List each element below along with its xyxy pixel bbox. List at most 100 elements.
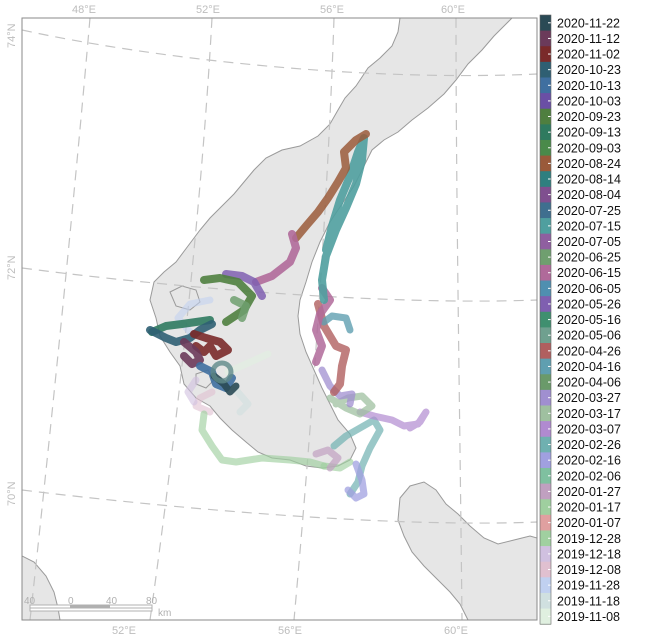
legend-date-label: 2020-08-04 (557, 188, 621, 202)
legend-color-swatch (540, 93, 551, 110)
legend-color-swatch (540, 46, 551, 63)
track-segment (292, 130, 370, 242)
scale-tick-label: 40 (106, 596, 118, 607)
legend-date-label: 2019-12-28 (557, 532, 621, 546)
track-segment (312, 446, 342, 472)
legend-date-label: 2020-08-24 (557, 157, 621, 171)
lat-left-label: 74°N (6, 23, 18, 48)
animal-tracks (146, 130, 430, 502)
legend-date-label: 2020-02-06 (557, 469, 621, 483)
legend-color-swatch (540, 358, 551, 375)
legend-color-swatch (540, 249, 551, 266)
legend-date-label: 2020-03-07 (557, 422, 621, 436)
lon-bottom-label: 60°E (444, 625, 468, 637)
track-segment (252, 230, 300, 286)
legend-color-swatch (540, 124, 551, 141)
track-segment (318, 366, 356, 408)
map-frame (21, 17, 538, 621)
legend-color-swatch (540, 155, 551, 172)
scale-bar: 40 0 40 80 km (24, 596, 171, 619)
mainland-southeast-land (397, 481, 537, 620)
legend-date-label: 2020-01-17 (557, 501, 621, 515)
legend-date-label: 2019-12-08 (557, 563, 621, 577)
lon-top-label: 60°E (441, 4, 465, 16)
scale-unit-label: km (158, 608, 171, 619)
legend-color-swatch (540, 218, 551, 235)
scale-tick-label: 80 (146, 596, 158, 607)
legend-date-label: 2019-12-18 (557, 547, 621, 561)
legend-date-label: 2019-11-18 (557, 594, 620, 608)
lon-bottom-label: 52°E (112, 625, 136, 637)
legend-color-swatch (540, 61, 551, 79)
legend-date-label: 2020-11-12 (557, 32, 620, 46)
legend-color-swatch (540, 15, 551, 32)
deployment-marker (210, 360, 234, 384)
track-segment (190, 330, 232, 360)
legend-date-label: 2020-08-14 (557, 173, 621, 187)
legend-date-label: 2020-06-25 (557, 251, 621, 265)
legend-color-swatch (540, 77, 551, 94)
legend-date-label: 2020-09-13 (557, 126, 621, 140)
legend-date-label: 2020-10-03 (557, 94, 621, 108)
legend-color-swatch (540, 139, 551, 157)
track-segment (184, 376, 200, 406)
track-segment (312, 284, 334, 366)
legend-date-label: 2020-05-16 (557, 313, 621, 327)
legend-date-label: 2020-01-07 (557, 516, 621, 530)
track-segment (148, 316, 214, 336)
legend-color-swatch (540, 608, 551, 625)
lon-bottom-label: 56°E (278, 625, 302, 637)
legend-date-label: 2019-11-28 (557, 579, 620, 593)
track-segment (198, 410, 328, 470)
lon-top-label: 56°E (320, 4, 344, 16)
legend-date-label: 2020-11-02 (557, 48, 620, 62)
land-masses (22, 18, 537, 620)
legend-color-swatch (540, 389, 551, 407)
legend-date-label: 2020-11-22 (557, 16, 620, 30)
track-segment (344, 460, 368, 502)
legend-color-swatch (540, 499, 551, 516)
track-segment (314, 300, 350, 396)
track-segment (320, 312, 354, 334)
legend-date-label: 2020-03-27 (557, 391, 621, 405)
legend-color-swatch (540, 171, 551, 188)
legend-color-swatch (540, 405, 551, 422)
legend-date-label: 2020-07-25 (557, 204, 621, 218)
legend-color-swatch (540, 108, 551, 125)
legend-date-label: 2020-07-15 (557, 219, 621, 233)
legend-date-label: 2020-05-26 (557, 297, 621, 311)
legend-color-swatch (540, 514, 551, 532)
legend-color-swatch (540, 546, 551, 563)
date-legend: 2020-11-22 2020-11-12 2020-11-022020-10-23… (539, 14, 621, 625)
legend-date-label: 2020-01-27 (557, 485, 621, 499)
legend-date-label: 2020-04-06 (557, 376, 621, 390)
legend-color-swatch (540, 233, 551, 250)
legend-color-swatch (540, 483, 551, 500)
legend-date-label: 2020-09-23 (557, 110, 621, 124)
legend-date-label: 2020-06-05 (557, 282, 621, 296)
track-segment (224, 350, 272, 376)
legend-date-label: 2020-04-26 (557, 344, 621, 358)
legend-date-label: 2020-07-05 (557, 235, 621, 249)
lon-top-label: 48°E (72, 4, 96, 16)
legend-date-label: 2020-02-16 (557, 454, 621, 468)
legend-color-swatch (540, 202, 551, 219)
graticule-labels: 48°E 52°E 56°E 60°E 52°E 56°E 60°E 74°N … (6, 4, 468, 637)
track-segment (318, 134, 368, 304)
legend-date-label: 2020-05-06 (557, 329, 621, 343)
track-segment (192, 388, 216, 416)
legend-color-swatch (540, 264, 551, 282)
legend-date-label: 2020-02-26 (557, 438, 621, 452)
legend-color-swatch (540, 561, 551, 578)
lat-left-label: 72°N (6, 255, 18, 280)
legend-color-swatch (540, 280, 551, 297)
track-segment (356, 408, 430, 432)
legend-date-label: 2020-10-23 (557, 63, 621, 77)
legend-color-swatch (540, 30, 551, 47)
legend-color-swatch (540, 311, 551, 328)
legend-color-swatch (540, 452, 551, 469)
scale-tick-label: 40 (24, 596, 36, 607)
legend-color-swatch (540, 530, 551, 547)
track-segment (180, 338, 204, 368)
